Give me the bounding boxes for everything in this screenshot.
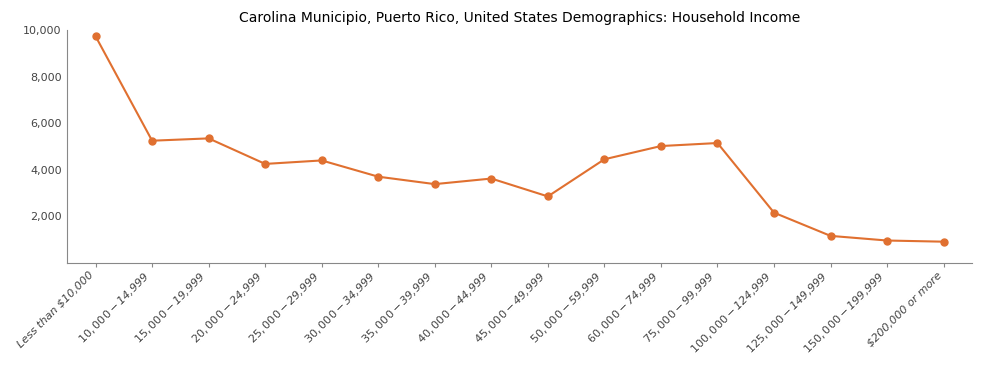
Title: Carolina Municipio, Puerto Rico, United States Demographics: Household Income: Carolina Municipio, Puerto Rico, United … (239, 11, 800, 25)
